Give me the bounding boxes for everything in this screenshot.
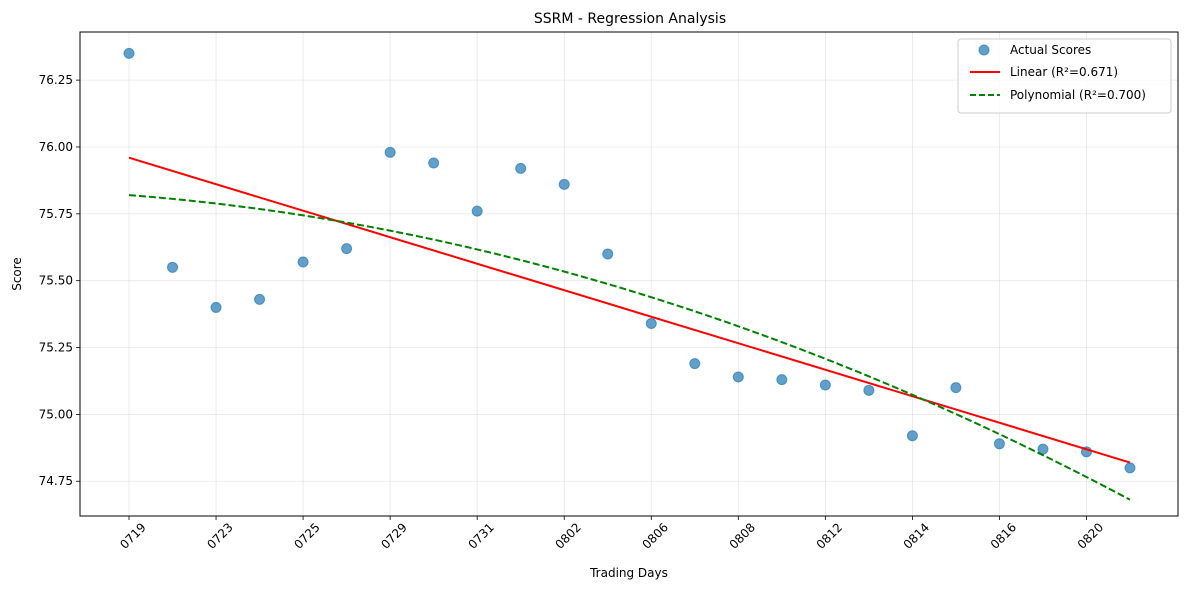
data-point	[1124, 462, 1136, 474]
data-point	[384, 146, 396, 158]
data-point	[950, 382, 962, 394]
y-tick-label: 75.75	[39, 207, 73, 221]
data-point	[863, 384, 875, 396]
data-point	[819, 379, 831, 391]
data-point	[341, 243, 353, 255]
y-axis-label: Score	[10, 257, 24, 291]
y-tick-label: 75.25	[39, 341, 73, 355]
y-tick-label: 76.25	[39, 73, 73, 87]
plot-data	[123, 47, 1136, 501]
linear-fit-line	[128, 156, 1131, 464]
data-point	[645, 317, 657, 329]
data-point	[428, 157, 440, 169]
data-point	[471, 205, 483, 217]
legend: Actual Scores Linear (R²=0.671) Polynomi…	[957, 38, 1172, 114]
data-point	[254, 293, 266, 305]
data-point	[906, 430, 918, 442]
legend-label-linear: Linear (R²=0.671)	[1010, 65, 1118, 79]
data-point	[776, 374, 788, 386]
y-tick-label: 75.50	[39, 274, 73, 288]
y-tick-label: 76.00	[39, 140, 73, 154]
legend-label-actual: Actual Scores	[1010, 43, 1091, 57]
x-axis-label: Trading Days	[589, 566, 668, 580]
polynomial-fit-line	[128, 194, 1131, 501]
y-tick-label: 75.00	[39, 407, 73, 421]
data-point	[515, 162, 527, 174]
plot-frame	[79, 31, 1179, 517]
data-point	[732, 371, 744, 383]
data-point	[558, 178, 570, 190]
chart-title: SSRM - Regression Analysis	[534, 11, 726, 27]
legend-box	[957, 38, 1172, 114]
y-axis-ticks: 74.75 75.00 75.25 75.50 75.75 76.00 76.25	[39, 73, 80, 488]
data-point	[993, 438, 1005, 450]
data-point	[210, 301, 222, 313]
y-tick-label: 74.75	[39, 474, 73, 488]
legend-label-polynomial: Polynomial (R²=0.700)	[1010, 88, 1146, 102]
data-point	[167, 261, 179, 273]
data-point	[123, 47, 135, 59]
data-point	[602, 248, 614, 260]
data-point	[689, 358, 701, 370]
legend-scatter-marker	[978, 44, 990, 56]
data-point	[297, 256, 309, 268]
